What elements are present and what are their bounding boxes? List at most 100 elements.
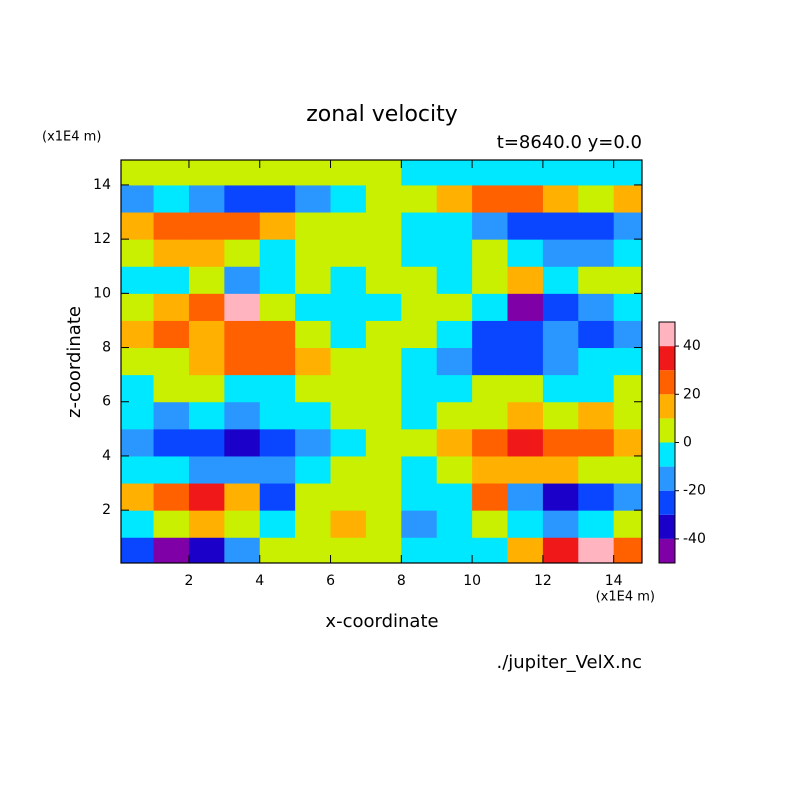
contour-cell (121, 184, 155, 213)
contour-cell (224, 374, 261, 403)
contour-cell (121, 160, 155, 186)
x-axis-label: x-coordinate (325, 611, 438, 632)
contour-cell (401, 483, 438, 511)
contour-cell (613, 483, 642, 511)
contour-cell (472, 266, 509, 294)
contour-cell (295, 266, 332, 294)
contour-cell (507, 293, 544, 321)
contour-cell (578, 266, 615, 294)
contour-cell (542, 510, 579, 538)
contour-cell (153, 401, 190, 430)
contour-cell (436, 374, 473, 403)
contour-cell (401, 212, 438, 240)
contour-cell (121, 401, 155, 430)
contour-cell (330, 160, 367, 186)
contour-cell (613, 266, 642, 294)
y-unit: (x1E4 m) (42, 130, 101, 145)
contour-cell (330, 483, 367, 511)
contour-cell (613, 320, 642, 349)
contour-cell (330, 320, 367, 349)
contour-cell (188, 537, 225, 563)
contour-cell (436, 483, 473, 511)
contour-cell (401, 160, 438, 186)
y-tick-label: 12 (93, 231, 111, 247)
contour-cell (259, 347, 296, 376)
contour-cell (578, 293, 615, 321)
contour-cell (578, 537, 615, 563)
x-tick-label: 14 (605, 573, 623, 589)
contour-cell (259, 428, 296, 457)
contour-cell (153, 160, 190, 186)
contour-cell (295, 347, 332, 376)
contour-cell (295, 184, 332, 213)
contour-cell (330, 184, 367, 213)
contour-cell (542, 160, 579, 186)
contour-cell (295, 374, 332, 403)
colorbar-segment (659, 346, 675, 371)
contour-cell (542, 455, 579, 484)
contour-cell (224, 428, 261, 457)
contour-cell (401, 184, 438, 213)
x-tick-label: 12 (534, 573, 552, 589)
contour-cell (578, 184, 615, 213)
contour-cell (472, 293, 509, 321)
colorbar-segment (659, 466, 675, 491)
contour-cell (153, 184, 190, 213)
contour-cell (613, 347, 642, 376)
contour-cell (401, 401, 438, 430)
contour-cell (365, 293, 402, 321)
contour-cell (542, 428, 579, 457)
contour-cell (224, 537, 261, 563)
contour-cell (330, 510, 367, 538)
contour-cell (295, 428, 332, 457)
contour-cell (507, 537, 544, 563)
contour-cell (613, 455, 642, 484)
contour-cell (401, 428, 438, 457)
contour-cell (365, 239, 402, 267)
contour-cell (330, 293, 367, 321)
contour-cell (472, 401, 509, 430)
contour-cell (330, 428, 367, 457)
colorbar-segment (659, 538, 675, 563)
contour-cell (436, 239, 473, 267)
x-tick-label: 4 (255, 573, 264, 589)
contour-cell (295, 239, 332, 267)
chart-title: zonal velocity (306, 102, 458, 127)
contour-cell (436, 510, 473, 538)
x-tick-label: 8 (397, 573, 406, 589)
contour-cell (259, 160, 296, 186)
contour-cell (153, 239, 190, 267)
contour-cell (472, 239, 509, 267)
contour-cell (259, 374, 296, 403)
colorbar-segment (659, 418, 675, 443)
contour-cell (613, 239, 642, 267)
contour-cell (365, 537, 402, 563)
contour-cell (121, 455, 155, 484)
colorbar-tick-label: -40 (683, 531, 706, 547)
contour-cell (224, 401, 261, 430)
contour-cell (507, 239, 544, 267)
contour-cell (401, 455, 438, 484)
contour-cell (365, 428, 402, 457)
contour-cell (330, 239, 367, 267)
contour-cell (188, 320, 225, 349)
contour-cell (472, 537, 509, 563)
contour-cell (365, 483, 402, 511)
colorbar-tick-label: 0 (683, 435, 692, 451)
contour-cell (330, 401, 367, 430)
y-tick-label: 4 (102, 448, 111, 464)
contour-cell (542, 347, 579, 376)
contour-cell (472, 212, 509, 240)
contour-cell (153, 537, 190, 563)
contour-cell (542, 293, 579, 321)
contour-cell (401, 320, 438, 349)
contour-cell (472, 428, 509, 457)
contour-cell (188, 239, 225, 267)
contour-cell (436, 537, 473, 563)
contour-field (121, 160, 642, 563)
contour-cell (507, 347, 544, 376)
contour-cell (330, 266, 367, 294)
contour-cell (542, 184, 579, 213)
contour-cell (507, 510, 544, 538)
contour-cell (153, 320, 190, 349)
